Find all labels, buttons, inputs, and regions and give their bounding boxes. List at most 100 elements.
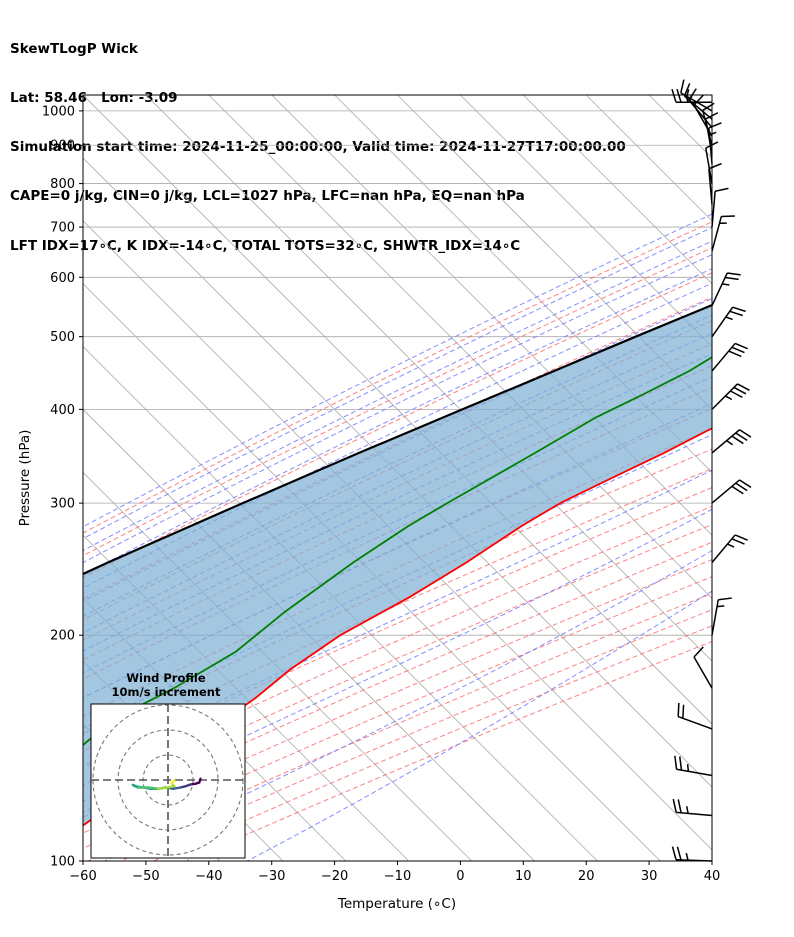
- wind-barb: [693, 646, 713, 689]
- barb-flag: [674, 755, 678, 770]
- barb-flag: [729, 310, 743, 317]
- parcel-path-line: [83, 303, 712, 576]
- moist-adiabat-line: [83, 240, 712, 552]
- y-tick-label: 100: [50, 855, 75, 870]
- hodograph-title: Wind Profile: [126, 671, 206, 685]
- isotherm-line: [83, 408, 535, 861]
- wind-barb: [711, 597, 732, 636]
- barb-flag: [671, 846, 677, 860]
- barb-flag: [708, 122, 722, 129]
- location-line: Lat: 58.46 Lon: -3.09: [10, 90, 178, 107]
- barb-staff: [711, 383, 738, 410]
- dry-adiabat-line: [83, 523, 712, 802]
- x-tick-label: 30: [641, 869, 658, 884]
- isotherm-line: [334, 95, 712, 473]
- barb-flag: [672, 798, 677, 813]
- barb-flag: [727, 272, 741, 276]
- wind-barb: [688, 88, 713, 129]
- cin-shaded-area: [83, 305, 712, 826]
- barb-staff: [711, 216, 723, 252]
- x-tick-label: 10: [515, 869, 532, 884]
- barb-staff: [711, 272, 728, 306]
- wind-barb: [711, 342, 748, 372]
- barb-flag: [733, 386, 747, 395]
- barb-staff: [693, 656, 713, 689]
- isotherm-line: [711, 95, 712, 96]
- x-tick-label: −30: [258, 869, 285, 884]
- barb-staff: [711, 599, 719, 636]
- moist-adiabat-line: [83, 254, 712, 564]
- wind-barb: [705, 141, 719, 184]
- barb-flag: [735, 432, 748, 441]
- barb-half-flag: [725, 316, 733, 321]
- y-tick-label: 600: [50, 271, 75, 286]
- barb-flag: [680, 79, 685, 94]
- barb-half-flag: [725, 395, 733, 401]
- moist-adiabat-line: [83, 226, 712, 540]
- barb-staff: [676, 811, 713, 817]
- temperature-line: [83, 427, 712, 827]
- wind-barb: [711, 534, 748, 563]
- isotherm-line: [523, 95, 712, 285]
- axis-layer: −60 −50 −40 −30 −20 −10 0 10 20 30 40 1000 900 800 700…: [42, 104, 720, 884]
- y-tick-label: 300: [50, 497, 75, 512]
- wind-barb: [711, 272, 741, 306]
- isotherm-line: [585, 95, 712, 222]
- barb-flag: [677, 702, 680, 717]
- barb-flag: [676, 88, 682, 103]
- barb-flag: [731, 435, 744, 445]
- x-tick-label: 20: [578, 869, 595, 884]
- y-tick-label: 400: [50, 403, 75, 418]
- dry-adiabat-line: [83, 221, 712, 534]
- barb-flag: [739, 429, 752, 438]
- wind-barb: [711, 429, 752, 454]
- barb-flag: [682, 704, 685, 719]
- barb-half-flag: [686, 764, 690, 772]
- x-tick-label: −20: [321, 869, 348, 884]
- isotherm-line: [83, 346, 598, 861]
- barb-staff: [711, 534, 736, 563]
- isotherm-line: [397, 95, 712, 411]
- hodograph-segment: [171, 786, 182, 790]
- wind-barb: [711, 383, 750, 410]
- hodograph-segment: [171, 779, 176, 783]
- moist-adiabat-line: [83, 508, 712, 814]
- x-tick-label: −10: [384, 869, 411, 884]
- hodograph-segment: [146, 786, 160, 790]
- barb-flag: [705, 112, 719, 120]
- hodograph-segment: [156, 786, 170, 790]
- indices-line: LFT IDX=17∘C, K IDX=-14∘C, TOTAL TOTS=32…: [10, 237, 521, 254]
- x-tick-label: −40: [195, 869, 222, 884]
- barb-flag: [714, 187, 729, 192]
- y-tick-label: 900: [50, 139, 75, 154]
- barb-flag: [731, 485, 744, 495]
- barb-flag: [677, 799, 682, 813]
- isotherm-line: [271, 95, 712, 536]
- barb-staff: [711, 429, 741, 454]
- wind-barb: [674, 755, 713, 777]
- wind-barb: [672, 798, 713, 817]
- barb-flag: [702, 102, 715, 112]
- moist-adiabat-line: [104, 549, 712, 861]
- barb-staff: [676, 768, 713, 777]
- isotherm-line: [460, 95, 712, 348]
- barb-flag: [734, 534, 748, 541]
- barb-flag: [705, 141, 719, 149]
- barb-flag: [693, 646, 704, 658]
- barb-staff: [711, 191, 716, 228]
- moist-adiabat-line: [83, 268, 712, 576]
- y-tick-label: 200: [50, 629, 75, 644]
- barb-half-flag: [726, 440, 734, 446]
- wind-barb: [711, 215, 735, 252]
- x-tick-label: 40: [704, 869, 721, 884]
- wind-barb: [708, 162, 722, 205]
- barb-flag: [683, 83, 691, 97]
- y-tick-label: 1000: [42, 104, 75, 119]
- y-tick-label: 800: [50, 177, 75, 192]
- profile-layer: [83, 303, 712, 827]
- barb-staff: [677, 715, 713, 730]
- x-tick-label: 0: [456, 869, 464, 884]
- barb-flag: [737, 383, 750, 391]
- y-tick-label: 500: [50, 330, 75, 345]
